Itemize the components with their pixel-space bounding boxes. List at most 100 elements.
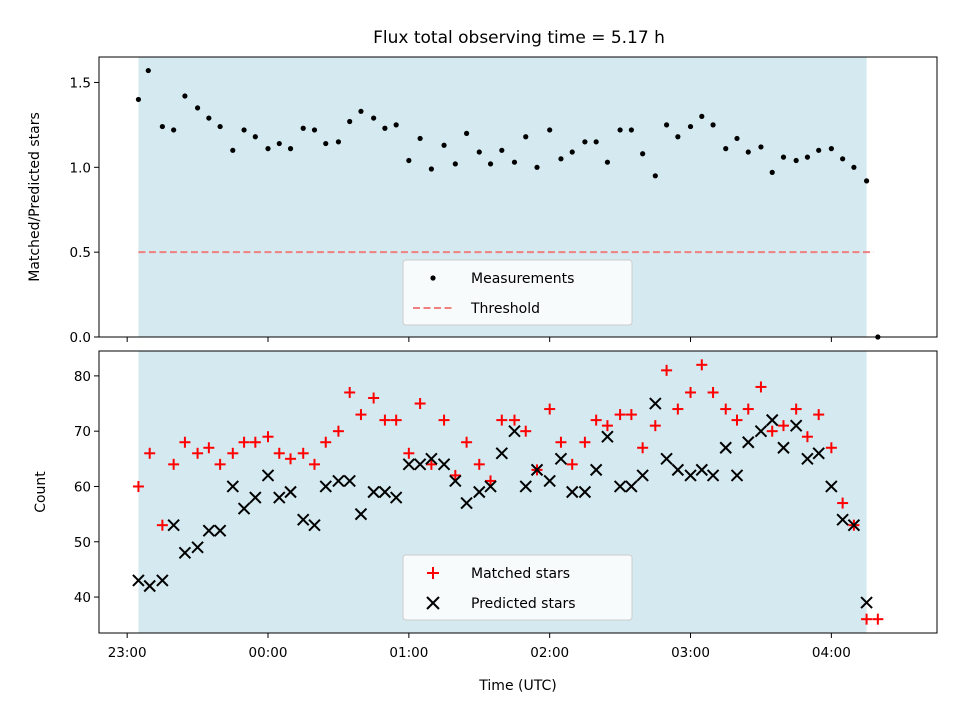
count-panel: 40 50 60 70 80 23:00 00:00 01:00 02:00 03:00 04:0…	[33, 350, 938, 694]
matched-star-point	[707, 386, 719, 398]
predicted-star-point	[484, 480, 497, 493]
bottom-legend-box	[402, 554, 633, 621]
matched-star-point	[837, 497, 849, 509]
measurement-point	[393, 122, 399, 128]
predicted-star-point	[589, 463, 603, 477]
measurement-point	[547, 127, 553, 133]
matched-star-point	[813, 409, 825, 421]
measurement-point	[252, 134, 258, 140]
top-legend: Measurements Threshold	[402, 259, 633, 326]
x-tick-label: 04:00	[812, 645, 851, 661]
bottom-y-ticks: 40 50 60 70 80	[74, 369, 99, 606]
measurement-point	[769, 169, 775, 175]
measurement-point	[675, 134, 681, 140]
measurement-point	[335, 139, 342, 145]
matched-star-point	[766, 425, 778, 437]
matched-star-point	[601, 420, 613, 432]
legend-label-matched: Matched stars	[471, 566, 570, 582]
measurement-point	[463, 130, 470, 136]
predicted-star-point	[156, 574, 169, 587]
measurement-point	[135, 96, 142, 103]
matched-star-point	[496, 414, 508, 426]
y-tick-label: 1.0	[70, 160, 91, 176]
y-tick-label: 80	[74, 369, 91, 385]
matched-star-point	[872, 613, 884, 625]
matched-star-point	[555, 436, 567, 448]
legend-marker-matched	[427, 567, 439, 579]
predicted-star-point	[249, 491, 262, 504]
measurement-point	[265, 146, 271, 152]
predicted-star-point	[789, 419, 803, 432]
predicted-star-point	[660, 452, 673, 466]
y-tick-label: 60	[74, 479, 91, 495]
predicted-star-point	[543, 474, 556, 488]
x-tick-label: 03:00	[671, 645, 710, 661]
x-tick-label: 23:00	[108, 645, 147, 661]
predicted-star-point	[812, 447, 825, 460]
matched-star-point	[438, 414, 450, 426]
matched-star-point	[285, 453, 297, 465]
predicted-star-point	[332, 474, 345, 488]
measurement-point	[159, 123, 165, 130]
predicted-star-point	[766, 413, 779, 427]
matched-star-point	[649, 420, 661, 432]
matched-star-point	[742, 403, 754, 415]
predicted-star-point	[730, 469, 744, 482]
matched-star-point	[168, 458, 180, 470]
predicted-stars-points	[132, 397, 873, 609]
predicted-star-point	[389, 491, 403, 504]
measurement-point	[171, 127, 177, 133]
predicted-star-point	[284, 485, 297, 499]
measurement-point	[663, 122, 670, 128]
predicted-star-point	[413, 458, 427, 471]
measurement-point	[523, 134, 529, 140]
predicted-star-point	[202, 524, 216, 537]
matched-star-point	[801, 431, 813, 443]
measurement-point	[287, 146, 294, 152]
predicted-star-point	[213, 524, 227, 537]
measurement-point	[604, 159, 611, 165]
matched-star-point	[262, 431, 274, 443]
predicted-star-point	[437, 458, 451, 471]
matched-star-point	[614, 409, 626, 421]
measurement-point	[534, 164, 540, 170]
measurement-point	[628, 127, 634, 133]
top-y-ticks: 0.0 0.5 1.0 1.5	[70, 75, 99, 346]
predicted-star-point	[261, 469, 275, 482]
measurement-point	[710, 122, 716, 128]
measurement-point	[840, 156, 846, 162]
predicted-star-point	[343, 474, 356, 488]
measurement-point	[652, 173, 658, 179]
predicted-star-point	[530, 463, 544, 477]
matched-star-point	[227, 447, 239, 459]
matched-star-point	[579, 436, 591, 448]
predicted-star-point	[777, 441, 790, 454]
predicted-star-point	[613, 480, 627, 493]
top-x-ticks	[126, 337, 832, 342]
y-tick-label: 0.0	[70, 330, 91, 346]
measurement-point	[206, 115, 212, 121]
measurement-point	[804, 154, 811, 160]
legend-label-measurements: Measurements	[471, 271, 574, 287]
ratio-panel: 0.0 0.5 1.0 1.5 Matched/Predicted stars Mea…	[27, 56, 938, 346]
y-tick-label: 50	[74, 535, 91, 551]
predicted-star-point	[566, 485, 579, 499]
predicted-star-point	[519, 480, 532, 493]
matched-stars-points	[132, 359, 884, 625]
predicted-star-point	[836, 513, 849, 526]
predicted-star-point	[378, 485, 392, 499]
predicted-star-point	[706, 469, 720, 482]
measurement-point	[745, 149, 751, 155]
predicted-star-point	[237, 502, 251, 515]
matched-star-point	[661, 364, 673, 376]
matched-star-point	[825, 442, 837, 454]
predicted-star-point	[319, 480, 332, 493]
matched-star-point	[590, 414, 602, 426]
y-tick-label: 0.5	[70, 245, 91, 261]
predicted-star-point	[367, 485, 380, 499]
x-tick-label: 01:00	[389, 645, 428, 661]
predicted-star-point	[847, 518, 861, 532]
y-tick-label: 40	[74, 590, 91, 606]
matched-star-point	[625, 409, 637, 421]
legend-label-predicted: Predicted stars	[471, 596, 576, 612]
